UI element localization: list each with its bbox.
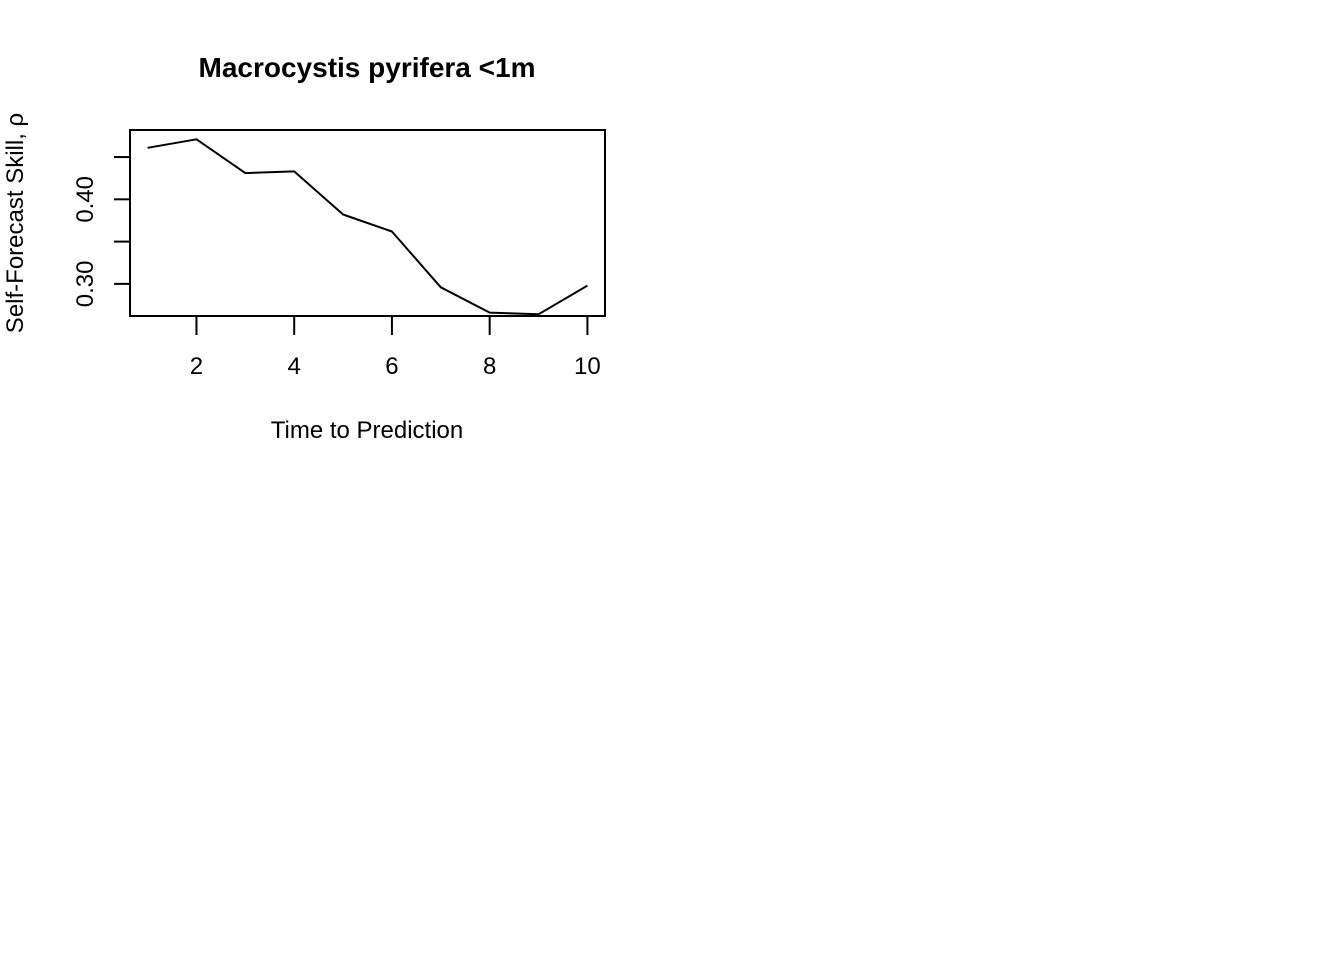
y-axis: 0.30 0.40 [72,156,130,308]
x-tick-label: 2 [190,353,203,380]
x-axis: 2 4 6 8 10 [190,316,601,380]
chart-title: Macrocystis pyrifera <1m [199,52,536,83]
y-tick-label: 0.40 [72,176,99,223]
x-axis-label: Time to Prediction [271,417,464,444]
x-tick-label: 6 [385,353,398,380]
x-tick-label: 4 [288,353,301,380]
x-tick-label: 8 [483,353,496,380]
series-line [147,138,588,316]
x-tick-label: 10 [574,353,601,380]
y-axis-label: Self-Forecast Skill, ρ [2,113,29,333]
y-tick-label: 0.30 [72,261,99,308]
plot-frame [129,129,606,317]
